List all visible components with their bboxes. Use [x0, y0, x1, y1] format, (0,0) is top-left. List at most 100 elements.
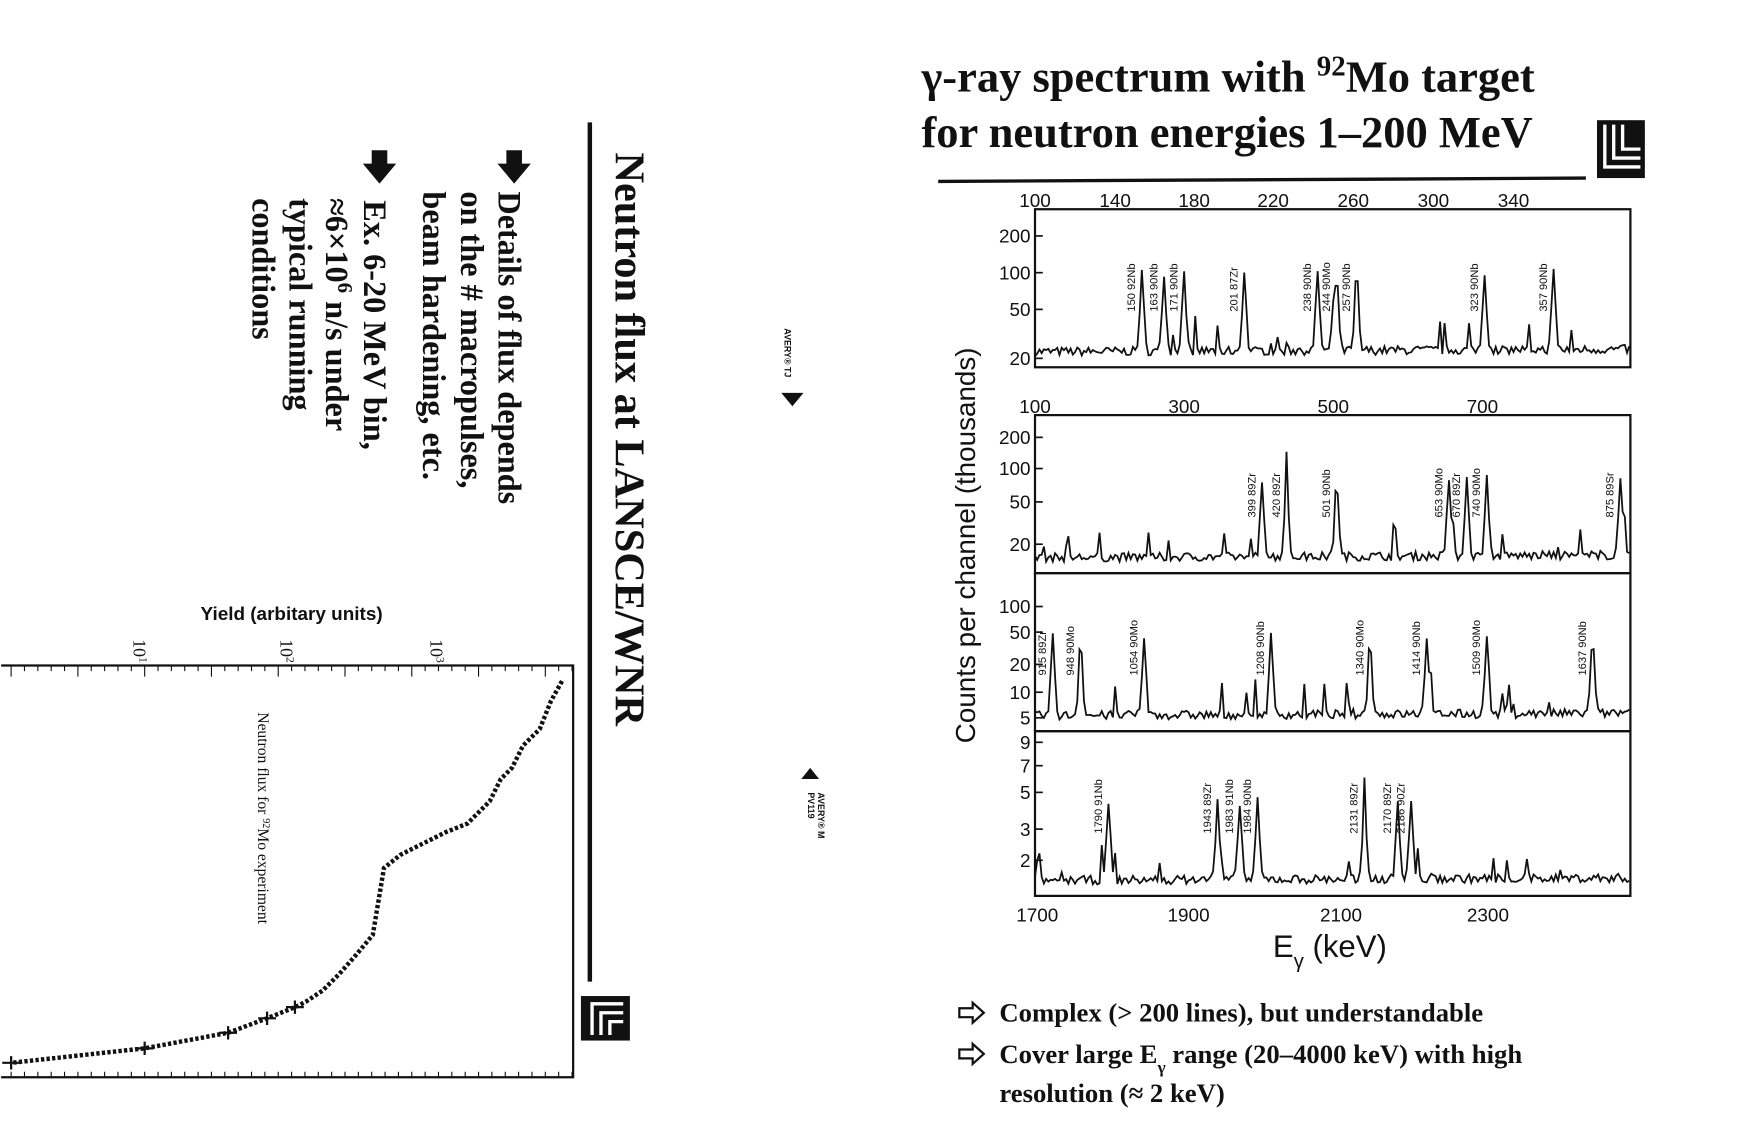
peak-label: 399 89Zr — [1246, 473, 1258, 518]
slide-title: for neutron energies 1–200 MeV — [921, 107, 1532, 157]
text-part: E — [1273, 929, 1294, 964]
sticker-text: PV119 — [806, 792, 816, 818]
peak-label: 244 90Mo — [1321, 262, 1333, 311]
bullet-line: ≈6×106 n/s under — [319, 198, 357, 431]
y-tick-label: 3 — [1020, 820, 1031, 841]
logo — [580, 996, 630, 1041]
peak-label: 357 90Nb — [1538, 263, 1550, 311]
flux-errorbar — [135, 1041, 154, 1056]
axis-ticks — [10, 665, 573, 1078]
text-part: γ-ray spectrum with — [920, 51, 1316, 101]
content: Neutron flux at LANSCE/WNR Details of flu… — [1, 50, 1645, 1108]
peak-label: 1943 89Zr — [1202, 783, 1214, 834]
bullet-line: beam hardening, etc. — [416, 191, 452, 480]
chart-label: Neutron flux for 92Mo experiment — [254, 712, 272, 924]
y-tick-label: 5 — [1020, 783, 1031, 804]
x-tick-label: 500 — [1317, 397, 1349, 418]
peak-label: 1414 90Nb — [1411, 621, 1423, 675]
x-tick-label: 1700 — [1016, 905, 1058, 926]
bullet-line: on the # macropulses, — [454, 191, 490, 488]
text-part: 10 — [427, 639, 447, 657]
peak-label: 948 90Mo — [1065, 626, 1077, 675]
flux-curve — [10, 680, 564, 1066]
peak-label: 915 89Zr — [1037, 631, 1049, 676]
flux-errorbar — [258, 1011, 276, 1025]
flux-errorbar — [286, 1000, 304, 1014]
peak-label: 1637 90Nb — [1577, 621, 1589, 675]
peak-label: 1509 90Mo — [1471, 620, 1483, 676]
peak-label: 201 87Zr — [1229, 267, 1241, 312]
bullet-arrow — [497, 150, 531, 184]
x-tick-label: 2300 — [1467, 905, 1509, 926]
bullet-arrow — [958, 1041, 986, 1067]
text-part: Mo experiment — [254, 828, 271, 924]
text-part: Neutron flux for — [254, 712, 271, 818]
y-tick-label: 100 — [999, 263, 1031, 284]
y-tick-label: 200 — [999, 428, 1031, 449]
peak-label: 163 90Nb — [1148, 263, 1160, 311]
text-part: (keV) — [1304, 929, 1387, 964]
axis-label: Counts per channel (thousands) — [950, 347, 981, 743]
text-part: resolution (≈ 2 keV) — [999, 1078, 1224, 1108]
y-tick-label: 50 — [1010, 623, 1031, 644]
sticker-text: AVERY® M — [816, 792, 826, 838]
spectrum-trace — [1034, 777, 1630, 887]
text-part: Complex (> 200 lines), but understandabl… — [999, 998, 1483, 1028]
peak-label: 1790 91Nb — [1093, 779, 1105, 833]
text-part: range (20–4000 keV) with high — [1166, 1039, 1523, 1069]
y-tick-label: 50 — [1010, 493, 1031, 514]
bullet-line: Complex (> 200 lines), but understandabl… — [999, 998, 1483, 1028]
text-part: ≈6×10 — [319, 198, 355, 283]
x-tick-label: 180 — [1178, 191, 1210, 212]
text-part: γ — [1156, 1057, 1165, 1076]
text-part: 2 — [284, 657, 297, 663]
slide-title: γ-ray spectrum with 92Mo target — [920, 50, 1534, 101]
axis-label: Eγ (keV) — [1273, 929, 1387, 973]
text-part: 6 — [333, 283, 357, 293]
peak-label: 653 90Mo — [1433, 468, 1445, 517]
peak-label: 323 90Nb — [1469, 263, 1481, 311]
spectrum-trace — [1034, 451, 1630, 565]
flux-errorbar — [2, 1056, 21, 1070]
flux-errorbar — [219, 1026, 238, 1040]
bullet-line: Ex. 6-20 MeV bin, — [357, 200, 393, 449]
tick-label: 103 — [427, 639, 448, 663]
bullet-line: resolution (≈ 2 keV) — [999, 1078, 1224, 1108]
text-part: Cover large E — [999, 1039, 1157, 1069]
peak-label: 1340 90Mo — [1354, 620, 1366, 676]
y-tick-label: 5 — [1020, 708, 1031, 729]
spectrum-trace — [1034, 268, 1631, 358]
peak-label: 238 90Nb — [1302, 263, 1314, 311]
x-tick-label: 1900 — [1168, 905, 1210, 926]
x-tick-label: 340 — [1498, 191, 1530, 212]
x-tick-label: 100 — [1019, 397, 1051, 418]
peak-label: 420 89Zr — [1271, 473, 1283, 518]
text-part: 1 — [137, 657, 150, 663]
y-tick-label: 50 — [1010, 300, 1031, 321]
peak-label: 670 89Zr — [1451, 473, 1463, 518]
sticker-text: AVERY® TJ — [783, 328, 793, 377]
peak-label: 501 90Nb — [1321, 469, 1333, 517]
bullet-line: conditions — [246, 198, 282, 340]
text-part: 92 — [1317, 50, 1346, 82]
text-part: 10 — [130, 639, 150, 657]
peak-label: 2131 89Zr — [1349, 783, 1361, 834]
y-tick-label: 100 — [999, 597, 1031, 618]
peak-label: 1208 90Nb — [1255, 621, 1267, 675]
x-tick-label: 100 — [1019, 191, 1051, 212]
text-part: 3 — [434, 657, 447, 663]
y-tick-label: 200 — [999, 227, 1031, 248]
peak-label: 171 90Nb — [1168, 263, 1180, 311]
tick-label: 102 — [276, 639, 297, 663]
tick-label: 101 — [130, 639, 151, 663]
peak-label: 1984 90Nb — [1242, 779, 1254, 833]
y-tick-label: 20 — [1010, 349, 1031, 370]
y-tick-label: 10 — [1010, 683, 1031, 704]
y-tick-label: 20 — [1010, 535, 1031, 556]
slide-title: Neutron flux at LANSCE/WNR — [605, 152, 652, 726]
text-part: 92 — [261, 818, 272, 828]
bullet-line: Details of flux depends — [492, 191, 528, 504]
peak-label: 1983 91Nb — [1224, 779, 1236, 833]
x-tick-label: 300 — [1418, 191, 1450, 212]
text-part: 10 — [276, 639, 296, 657]
